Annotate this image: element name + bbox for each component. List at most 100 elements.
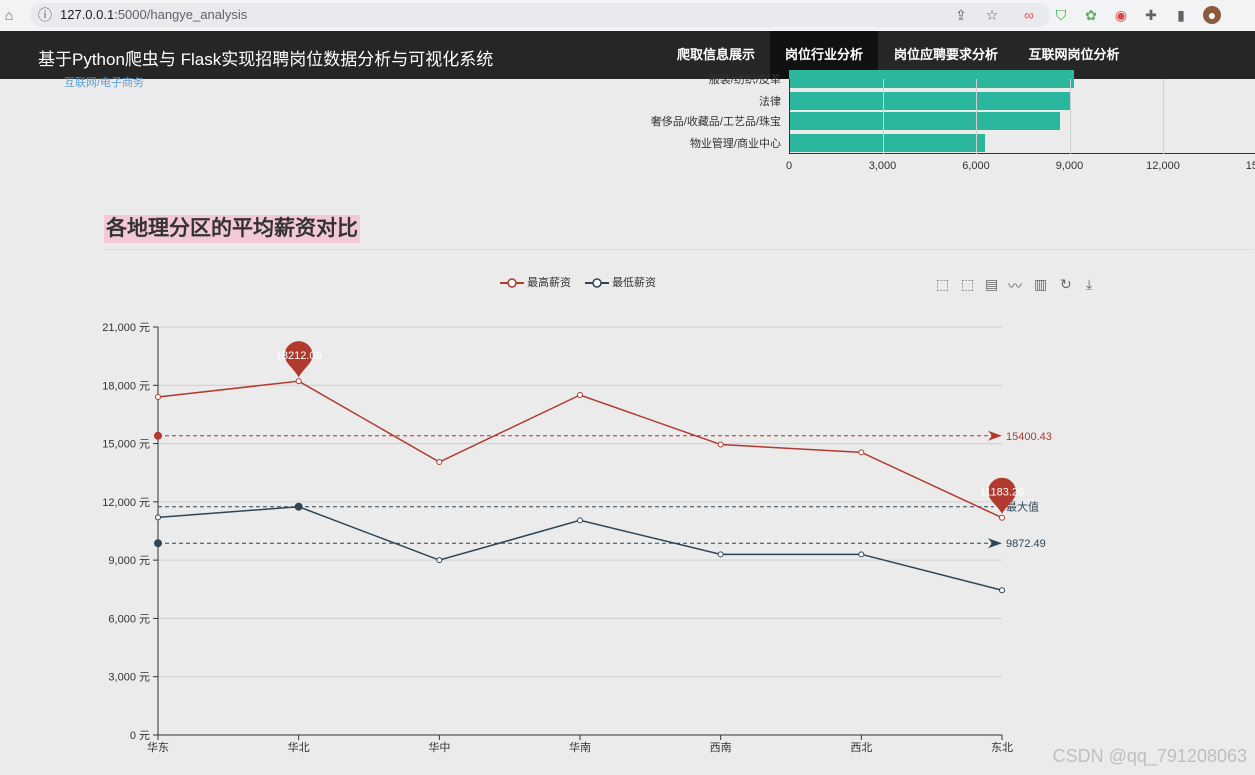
x-tick-label: 西北 [850, 741, 872, 754]
bar-gridline [976, 79, 977, 154]
avatar[interactable]: ● [1203, 6, 1221, 24]
section-title: 各地理分区的平均薪资对比 [104, 215, 360, 243]
bar-x-tick-label: 6,000 [962, 160, 990, 172]
bar-x-tick-label: 3,000 [868, 160, 897, 172]
bar-category-label: 法律 [759, 96, 781, 108]
info-icon[interactable]: ⓘ [38, 7, 52, 23]
legend-max-symbol [500, 278, 524, 288]
y-tick-label: 3,000 元 [108, 672, 150, 684]
home-icon[interactable]: ⌂ [4, 7, 14, 23]
markline-arrow [988, 430, 1002, 441]
puzzle-icon[interactable]: ✚ [1145, 7, 1157, 23]
bar-mark[interactable] [789, 92, 1070, 110]
android-icon[interactable]: ✿ [1085, 7, 1097, 23]
bar-x-tick-label: 15,0 [1245, 160, 1255, 172]
extension-icon[interactable]: ∞ [1024, 7, 1034, 23]
legend-min-salary[interactable]: 最低薪资 [585, 274, 656, 290]
data-point [436, 459, 443, 466]
bar-mark[interactable] [789, 112, 1061, 130]
data-point [858, 551, 865, 558]
legend-min-symbol [585, 278, 609, 288]
markline-label: 9872.49 [1006, 538, 1046, 550]
bar-gridline [882, 79, 884, 154]
data-point [717, 551, 724, 558]
x-tick-label: 华北 [288, 740, 310, 754]
markpoint-label: 11183.26 [980, 487, 1024, 499]
markpoint-pin [988, 477, 1016, 514]
url-path: :5000/hangye_analysis [114, 7, 248, 22]
legend-max-salary[interactable]: 最高薪资 [500, 274, 571, 290]
zoom-icon[interactable]: ⬚ [936, 276, 950, 292]
x-tick-label: 东北 [991, 741, 1013, 754]
data-point [155, 514, 161, 521]
bar-gridline [1163, 79, 1164, 154]
bar-mark[interactable] [789, 70, 1075, 88]
markline-label: 15400.43 [1006, 431, 1052, 443]
max-point-dot [294, 502, 303, 511]
bar-mark[interactable] [789, 134, 986, 152]
series-line [157, 380, 1003, 519]
markline-start-point [154, 431, 162, 440]
nav-item-internet-analysis[interactable]: 互联网岗位分析 [1028, 47, 1120, 62]
data-point [155, 393, 161, 400]
y-tick-label: 9,000 元 [108, 555, 150, 567]
markpoint-label: 18212.09 [276, 350, 322, 362]
bar-category-label: 服装/纺织/皮革 [708, 74, 781, 86]
prev-chart-label: 互联网/电子商务 [64, 77, 145, 89]
bar-gridline [789, 79, 790, 154]
data-point [577, 517, 583, 524]
bar-category-label: 奢侈品/收藏品/工艺品/珠宝 [650, 116, 781, 128]
bar-category-label: 物业管理/商业中心 [689, 138, 781, 150]
data-point [999, 587, 1005, 594]
site-title: 基于Python爬虫与 Flask实现招聘岗位数据分析与可视化系统 [38, 50, 494, 69]
bar-x-tick-label: 9,000 [1055, 160, 1084, 172]
zoom-reset-icon[interactable]: ⬚ [961, 276, 975, 292]
data-point [295, 503, 302, 510]
y-tick-label: 12,000 元 [102, 497, 150, 509]
markpoint-pin [284, 341, 313, 378]
data-point [436, 557, 443, 564]
data-point [858, 449, 865, 456]
series-line [157, 505, 1003, 591]
sidebar-icon[interactable]: ▮ [1177, 7, 1185, 23]
bar-x-axis [789, 153, 1255, 154]
url-host: 127.0.0.1 [60, 7, 115, 22]
divider [104, 249, 1254, 250]
chrome-icon[interactable]: ◉ [1114, 7, 1128, 23]
x-tick-label: 华南 [569, 740, 591, 754]
bar-gridline [1069, 79, 1071, 154]
share-icon[interactable]: ⇪ [955, 7, 967, 23]
restore-icon[interactable]: ↻ [1060, 276, 1072, 292]
data-point [999, 514, 1005, 521]
data-view-icon[interactable]: ▤ [985, 276, 999, 292]
nav-item-requirements-analysis[interactable]: 岗位应聘要求分析 [893, 47, 998, 62]
x-tick-label: 西南 [710, 741, 732, 754]
bar-x-tick-label: 12,000 [1146, 160, 1180, 172]
x-tick-label: 华东 [147, 740, 169, 754]
browser-toolbar: ⌂ ⓘ 127.0.0.1:5000/hangye_analysis ⇪ ☆ ∞… [0, 0, 1255, 32]
markline-label: 最大值 [1006, 500, 1039, 514]
markline-arrow [988, 538, 1002, 549]
legend-max-label: 最高薪资 [527, 277, 572, 289]
data-point [577, 392, 583, 398]
line-icon[interactable]: 〰 [1008, 278, 1022, 294]
bar-x-tick-label: 0 [785, 160, 793, 172]
data-point [717, 441, 724, 448]
nav-item-crawl-info[interactable]: 爬取信息展示 [676, 47, 755, 62]
shield-icon[interactable]: ⛉ [1055, 7, 1067, 23]
y-tick-label: 21,000 元 [102, 322, 150, 334]
y-tick-label: 6,000 元 [108, 613, 150, 625]
data-point [295, 378, 302, 385]
markline-start-point [154, 539, 162, 548]
watermark-text: CSDN @qq_791208063 [1052, 746, 1247, 766]
url-text[interactable]: 127.0.0.1:5000/hangye_analysis [60, 7, 247, 22]
download-icon[interactable]: ⤓ [1086, 276, 1093, 292]
y-tick-label: 15,000 元 [102, 439, 150, 451]
x-tick-label: 华中 [428, 740, 450, 754]
star-icon[interactable]: ☆ [985, 7, 999, 23]
y-tick-label: 18,000 元 [102, 380, 150, 392]
y-tick-label: 0 元 [130, 730, 150, 742]
address-bar[interactable] [30, 3, 1050, 27]
bar-icon[interactable]: ▥ [1034, 276, 1048, 292]
legend-min-label: 最低薪资 [612, 277, 657, 289]
